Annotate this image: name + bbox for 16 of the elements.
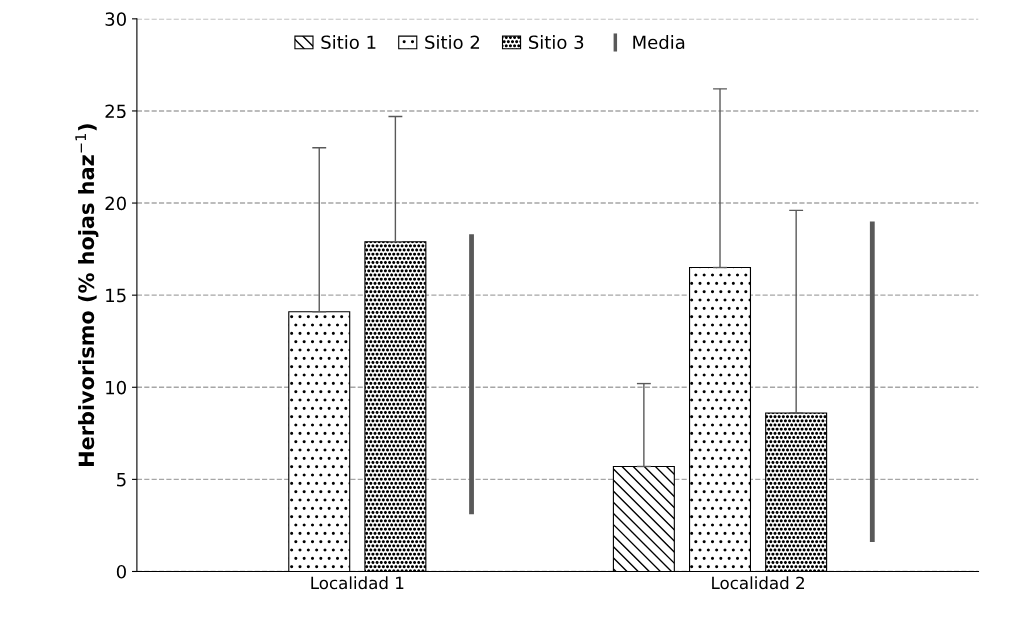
legend-label: Media: [633, 35, 685, 50]
y-axis-title: Herbivorismo (% hojas haz$^{−1}$): [75, 124, 99, 466]
legend-label: Sitio 3: [528, 35, 584, 50]
bar: [869, 221, 875, 543]
y-tick-label: 25: [105, 104, 126, 119]
legend-label: Sitio 2: [425, 35, 480, 50]
y-tick-label: 10: [106, 380, 126, 395]
x-tick-label: Localidad 2: [712, 576, 804, 590]
y-tick-label: 15: [106, 288, 126, 303]
bar: [469, 234, 474, 515]
x-tick-label: Localidad 1: [311, 576, 404, 590]
y-tick-label: 20: [105, 196, 126, 211]
y-tick-label: 30: [105, 12, 126, 26]
legend-label: Sitio 1: [321, 35, 376, 50]
y-tick-label: 5: [117, 473, 126, 487]
y-tick-label: 0: [116, 564, 126, 579]
